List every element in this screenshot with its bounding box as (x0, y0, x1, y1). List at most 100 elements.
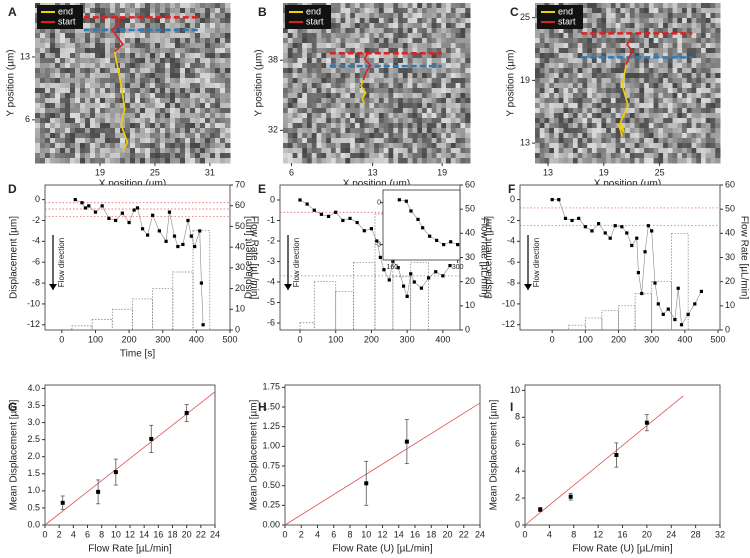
image-pixel (436, 3, 441, 9)
image-pixel (70, 108, 76, 114)
image-pixel (374, 88, 379, 94)
image-pixel (130, 128, 136, 134)
image-pixel (165, 138, 171, 144)
image-pixel (225, 93, 231, 99)
image-pixel (398, 78, 403, 84)
image-pixel (573, 93, 578, 99)
image-pixel (369, 158, 374, 164)
image-pixel (145, 143, 151, 149)
image-pixel (307, 58, 312, 64)
y-tick-label: 6 (515, 439, 520, 449)
image-pixel (460, 98, 465, 104)
image-pixel (341, 158, 346, 164)
image-pixel (412, 153, 417, 159)
image-pixel (200, 153, 206, 159)
image-pixel (50, 68, 56, 74)
image-pixel (549, 153, 554, 159)
image-pixel (165, 88, 171, 94)
image-pixel (35, 98, 41, 104)
image-pixel (150, 143, 156, 149)
image-pixel (456, 3, 461, 9)
image-pixel (195, 138, 201, 144)
image-pixel (460, 88, 465, 94)
displacement-point (420, 287, 423, 290)
image-pixel (384, 98, 389, 104)
image-pixel (446, 68, 451, 74)
image-pixel (663, 43, 668, 49)
image-pixel (544, 108, 549, 114)
image-pixel (384, 8, 389, 14)
image-pixel (165, 118, 171, 124)
image-pixel (312, 128, 317, 134)
image-pixel (696, 88, 701, 94)
image-pixel (317, 53, 322, 59)
image-pixel (160, 78, 166, 84)
image-pixel (540, 88, 545, 94)
image-pixel (701, 78, 706, 84)
image-pixel (630, 158, 635, 164)
image-pixel (205, 8, 211, 14)
image-pixel (185, 8, 191, 14)
image-pixel (432, 118, 437, 124)
image-pixel (341, 108, 346, 114)
image-pixel (658, 3, 663, 9)
image-pixel (451, 73, 456, 79)
image-pixel (379, 143, 384, 149)
image-pixel (644, 113, 649, 119)
image-pixel (601, 63, 606, 69)
image-pixel (668, 103, 673, 109)
image-pixel (150, 48, 156, 54)
image-pixel (130, 63, 136, 69)
image-pixel (677, 83, 682, 89)
image-pixel (658, 93, 663, 99)
image-pixel (283, 118, 288, 124)
image-pixel (554, 103, 559, 109)
image-pixel (312, 63, 317, 69)
image-pixel (135, 83, 141, 89)
y-tick-label: 0.5 (27, 502, 40, 512)
image-pixel (90, 148, 96, 154)
image-pixel (692, 28, 697, 34)
image-pixel (60, 68, 66, 74)
image-pixel (384, 158, 389, 164)
image-pixel (578, 153, 583, 159)
image-pixel (70, 153, 76, 159)
y-tick-label: 3.0 (27, 417, 40, 427)
image-pixel (90, 93, 96, 99)
image-pixel (110, 93, 116, 99)
image-pixel (403, 113, 408, 119)
image-pixel (75, 53, 81, 59)
image-pixel (130, 53, 136, 59)
image-pixel (140, 73, 146, 79)
image-pixel (644, 48, 649, 54)
image-pixel (75, 88, 81, 94)
image-pixel (195, 83, 201, 89)
image-pixel (379, 93, 384, 99)
image-pixel (145, 88, 151, 94)
image-pixel (706, 8, 711, 14)
image-pixel (100, 113, 106, 119)
image-pixel (288, 68, 293, 74)
image-pixel (355, 18, 360, 24)
image-pixel (336, 8, 341, 14)
image-pixel (165, 98, 171, 104)
image-pixel (307, 38, 312, 44)
image-pixel (427, 68, 432, 74)
image-pixel (436, 133, 441, 139)
image-pixel (165, 58, 171, 64)
image-pixel (336, 113, 341, 119)
image-pixel (677, 63, 682, 69)
image-pixel (312, 88, 317, 94)
image-pixel (180, 133, 186, 139)
image-pixel (687, 153, 692, 159)
image-pixel (90, 118, 96, 124)
plot-frame (520, 185, 720, 330)
image-pixel (540, 148, 545, 154)
image-pixel (374, 158, 379, 164)
image-pixel (210, 138, 216, 144)
image-pixel (427, 18, 432, 24)
displacement-point (456, 243, 459, 246)
image-pixel (625, 113, 630, 119)
image-pixel (341, 43, 346, 49)
image-pixel (654, 93, 659, 99)
